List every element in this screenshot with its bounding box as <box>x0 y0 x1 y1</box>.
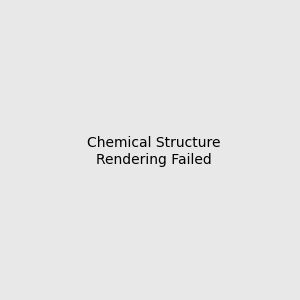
Text: Chemical Structure
Rendering Failed: Chemical Structure Rendering Failed <box>87 136 220 166</box>
